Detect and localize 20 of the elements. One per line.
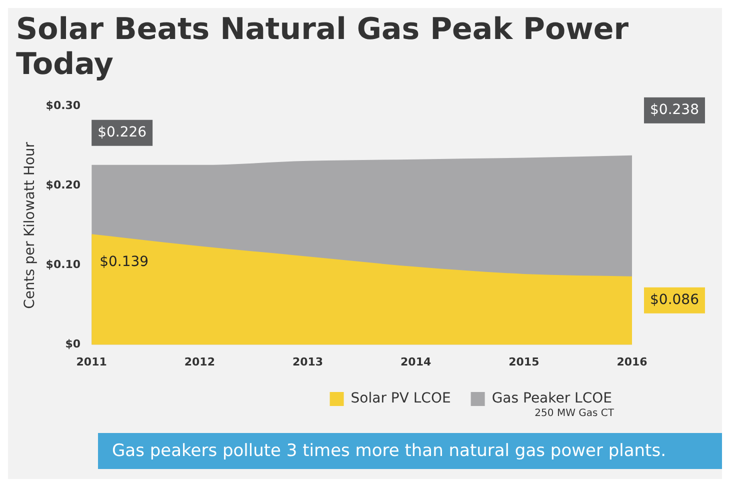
x-tick-label: 2011 [76, 355, 107, 368]
x-tick-label: 2015 [508, 355, 540, 368]
legend-label: Solar PV LCOE [350, 390, 451, 407]
y-tick-label: $0.30 [46, 98, 81, 112]
text: Gas peakers pollute 3 times more than natural gas power plants. [98, 433, 722, 469]
chart-title: Solar Beats Natural Gas Peak Power Today [15, 11, 630, 84]
data-label: $0.238 [650, 102, 699, 118]
y-tick-label: $0.10 [46, 258, 81, 272]
legend-label: Gas Peaker LCOE [492, 390, 612, 407]
x-tick-label: 2013 [292, 355, 324, 368]
text: 250 MW Gas CT [534, 408, 615, 419]
y-axis-title: Cents per Kilowatt Hour [22, 142, 38, 309]
x-tick-label: 2014 [400, 355, 432, 368]
data-label: $0.086 [650, 292, 700, 308]
x-tick-label: 2016 [616, 355, 648, 368]
data-label: $0.139 [100, 254, 149, 270]
x-tick-label: 2012 [184, 355, 215, 368]
y-tick-label: $0 [65, 338, 81, 351]
y-tick-label: $0.20 [46, 178, 81, 192]
data-label: $0.226 [98, 124, 147, 141]
